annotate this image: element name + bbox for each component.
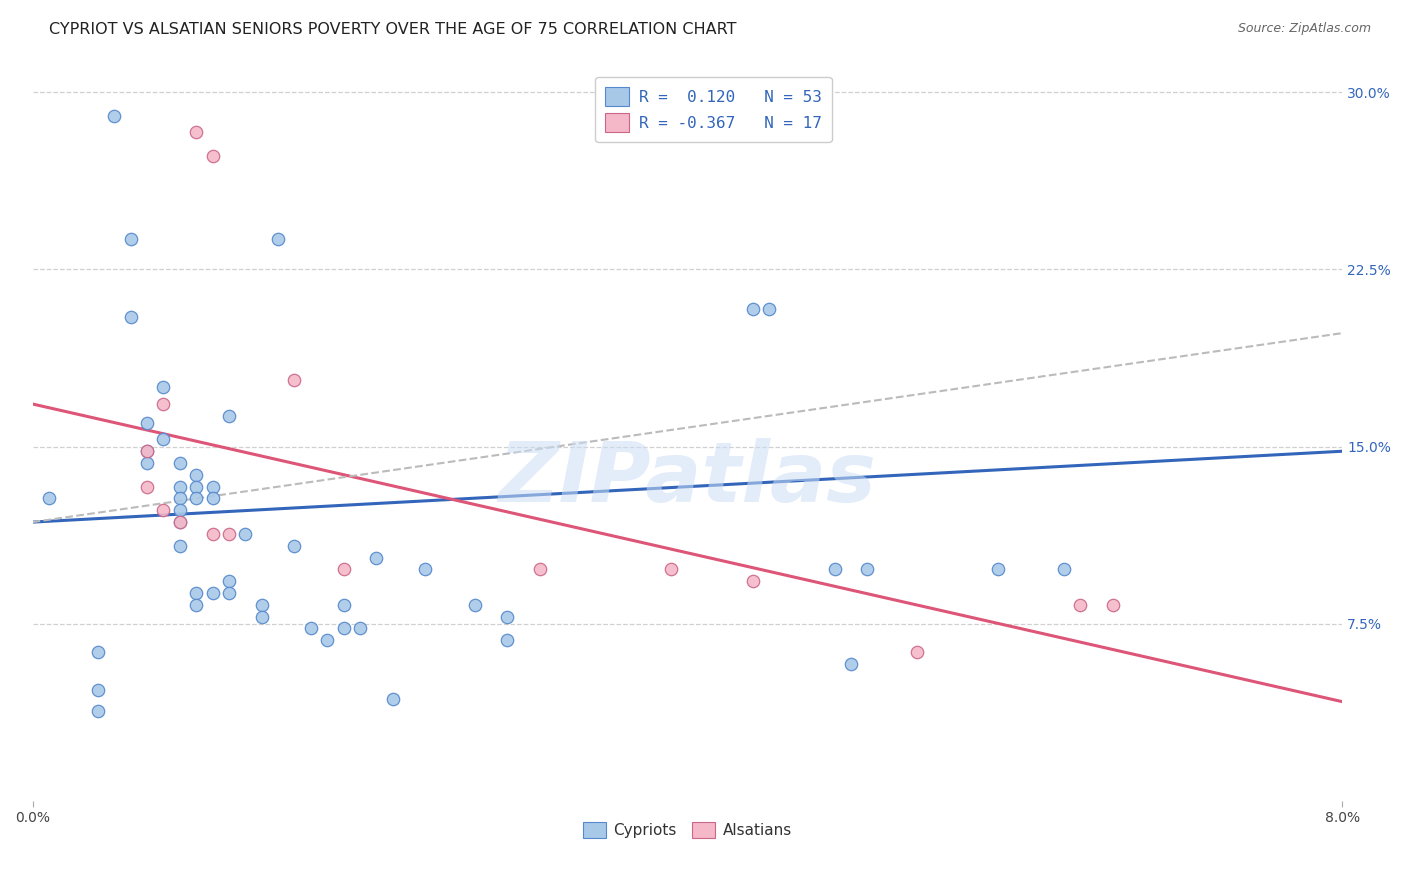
Point bbox=[136, 444, 159, 458]
Point bbox=[332, 562, 354, 576]
Point bbox=[250, 598, 273, 612]
Point bbox=[136, 456, 159, 470]
Point bbox=[496, 609, 519, 624]
Point bbox=[987, 562, 1010, 576]
Point bbox=[120, 232, 142, 246]
Point bbox=[349, 622, 371, 636]
Legend: Cypriots, Alsatians: Cypriots, Alsatians bbox=[576, 816, 799, 845]
Point bbox=[103, 109, 125, 123]
Point bbox=[1069, 598, 1091, 612]
Point bbox=[120, 310, 142, 324]
Point bbox=[824, 562, 846, 576]
Point bbox=[152, 380, 174, 394]
Point bbox=[283, 539, 305, 553]
Point bbox=[741, 574, 763, 589]
Point bbox=[87, 682, 110, 697]
Point bbox=[856, 562, 879, 576]
Point bbox=[38, 491, 60, 506]
Point bbox=[659, 562, 682, 576]
Point bbox=[201, 149, 224, 163]
Point bbox=[136, 416, 159, 430]
Point bbox=[250, 609, 273, 624]
Point bbox=[87, 704, 110, 718]
Point bbox=[201, 491, 224, 506]
Point bbox=[169, 456, 191, 470]
Point bbox=[201, 586, 224, 600]
Point bbox=[152, 433, 174, 447]
Point bbox=[169, 539, 191, 553]
Point bbox=[381, 692, 404, 706]
Point bbox=[152, 397, 174, 411]
Point bbox=[758, 302, 780, 317]
Point bbox=[186, 598, 208, 612]
Point bbox=[169, 480, 191, 494]
Point bbox=[839, 657, 862, 671]
Point bbox=[136, 480, 159, 494]
Point bbox=[496, 633, 519, 648]
Point bbox=[218, 409, 240, 423]
Point bbox=[201, 480, 224, 494]
Text: ZIPatlas: ZIPatlas bbox=[499, 438, 876, 519]
Point bbox=[332, 598, 354, 612]
Point bbox=[316, 633, 339, 648]
Point bbox=[186, 480, 208, 494]
Point bbox=[169, 503, 191, 517]
Point bbox=[1053, 562, 1076, 576]
Point bbox=[233, 527, 256, 541]
Point bbox=[283, 373, 305, 387]
Point bbox=[905, 645, 928, 659]
Point bbox=[169, 491, 191, 506]
Point bbox=[201, 527, 224, 541]
Point bbox=[218, 574, 240, 589]
Point bbox=[186, 586, 208, 600]
Point bbox=[464, 598, 486, 612]
Point bbox=[186, 491, 208, 506]
Point bbox=[366, 550, 388, 565]
Point bbox=[332, 622, 354, 636]
Point bbox=[218, 527, 240, 541]
Point bbox=[218, 586, 240, 600]
Text: Source: ZipAtlas.com: Source: ZipAtlas.com bbox=[1237, 22, 1371, 36]
Point bbox=[87, 645, 110, 659]
Point bbox=[299, 622, 322, 636]
Point bbox=[152, 503, 174, 517]
Point bbox=[169, 515, 191, 529]
Text: CYPRIOT VS ALSATIAN SENIORS POVERTY OVER THE AGE OF 75 CORRELATION CHART: CYPRIOT VS ALSATIAN SENIORS POVERTY OVER… bbox=[49, 22, 737, 37]
Point bbox=[186, 125, 208, 139]
Point bbox=[529, 562, 551, 576]
Point bbox=[267, 232, 290, 246]
Point bbox=[415, 562, 437, 576]
Point bbox=[186, 467, 208, 482]
Point bbox=[741, 302, 763, 317]
Point bbox=[1102, 598, 1125, 612]
Point bbox=[136, 444, 159, 458]
Point bbox=[169, 515, 191, 529]
